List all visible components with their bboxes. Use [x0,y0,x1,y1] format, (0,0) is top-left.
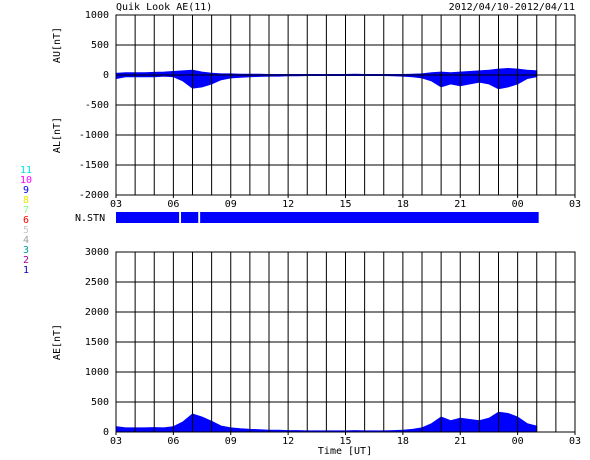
area [115,74,538,90]
y-axis-label: AL[nT] [52,117,63,153]
legend-label: 11 [20,165,32,176]
x-tick-label: 15 [339,436,351,447]
x-tick-label: 21 [454,199,466,210]
x-tick-label: 18 [397,436,409,447]
y-tick-label: 500 [91,397,109,408]
legend-label: 9 [23,185,29,196]
x-tick-label: 03 [110,436,122,447]
y-tick-label: 3000 [85,247,109,258]
x-tick-label: 00 [512,199,524,210]
nstn-label: N.STN [75,213,105,224]
y-tick-label: 0 [103,70,109,81]
legend-label: 7 [23,205,29,216]
x-tick-label: 12 [282,199,294,210]
legend-label: 10 [20,175,32,186]
x-tick-label: 15 [339,199,351,210]
nstn-bar [181,212,199,223]
nstn-bar [116,212,180,223]
y-tick-label: 500 [91,40,109,51]
y-tick-label: 2000 [85,307,109,318]
legend-label: 4 [23,235,29,246]
area [115,411,538,433]
y-tick-label: 0 [103,427,109,438]
y-tick-label: 2500 [85,277,109,288]
y-tick-label: -1000 [79,130,109,141]
chart-subtitle: 2012/04/10-2012/04/11 [449,2,575,13]
y-tick-label: -500 [85,100,109,111]
legend-label: 5 [23,225,29,236]
legend-label: 6 [23,215,29,226]
x-tick-label: 06 [167,436,179,447]
x-tick-label: 00 [512,436,524,447]
legend-label: 2 [23,255,29,266]
y-tick-label: 1000 [85,367,109,378]
x-tick-label: 12 [282,436,294,447]
x-tick-label: 21 [454,436,466,447]
x-tick-label: 03 [110,199,122,210]
x-tick-label: 03 [569,436,581,447]
plot-frame [115,251,576,433]
nstn-bar [200,212,539,223]
y-tick-label: -1500 [79,160,109,171]
y-tick-label: 1000 [85,10,109,21]
x-tick-label: 18 [397,199,409,210]
legend-label: 3 [23,245,29,256]
y-axis-label: AU[nT] [52,27,63,63]
plot-frame [115,14,576,196]
legend-label: 8 [23,195,29,206]
x-tick-label: 09 [225,436,237,447]
legend-label: 1 [23,265,29,276]
x-tick-label: 03 [569,199,581,210]
chart-title: Quik Look AE(11) [116,2,212,13]
y-tick-label: -2000 [79,190,109,201]
area [115,67,538,76]
y-tick-label: 1500 [85,337,109,348]
x-tick-label: 09 [225,199,237,210]
x-axis-label: Time [UT] [318,446,372,457]
x-tick-label: 06 [167,199,179,210]
y-axis-label: AE[nT] [52,324,63,360]
